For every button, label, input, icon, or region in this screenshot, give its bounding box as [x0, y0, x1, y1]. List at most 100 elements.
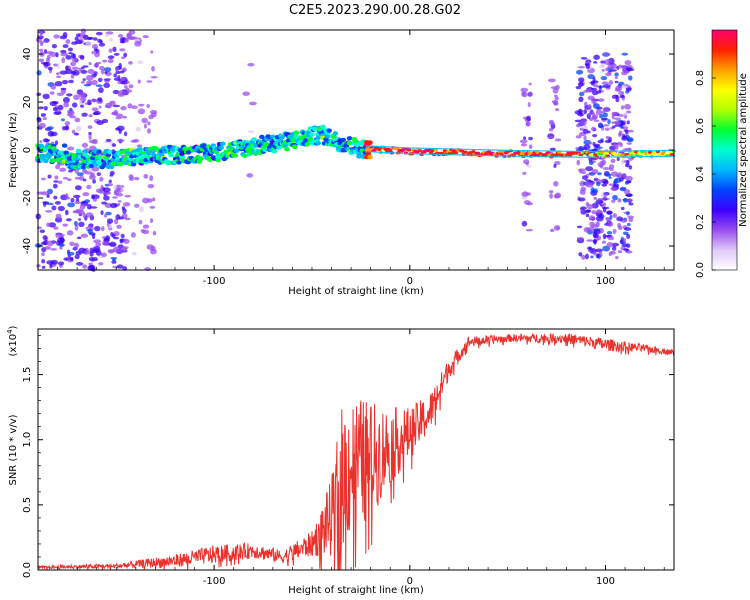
spectrogram-halo-cell	[387, 146, 390, 148]
spectrogram-noise-cell	[82, 178, 87, 182]
spectrogram-noise-cell	[605, 135, 610, 140]
spectrogram-halo-cell	[595, 156, 597, 158]
spectrogram-noise-cell	[80, 69, 88, 74]
spectrogram-halo-cell	[604, 156, 607, 158]
spectrogram-halo-cell	[507, 155, 509, 157]
spectrogram-halo-cell	[638, 156, 640, 158]
spectrogram-noise-cell	[612, 228, 617, 234]
spectrogram-halo-cell	[444, 148, 447, 150]
spectrogram-halo-cell	[401, 146, 404, 149]
spectrogram-noise-cell	[70, 197, 75, 203]
spectrogram-halo-cell	[440, 153, 443, 156]
spectrogram-halo-cell	[550, 150, 552, 152]
spectrogram-noise-cell	[63, 101, 70, 108]
spectrogram-halo-cell	[485, 154, 488, 157]
spectrogram-noise-cell	[55, 233, 63, 239]
spectrogram-noise-cell	[614, 87, 621, 92]
spectrogram-halo-cell	[426, 153, 429, 155]
spectrogram-halo-cell	[419, 147, 421, 149]
spectrogram-halo-cell	[632, 150, 635, 152]
spectrogram-noise-cell	[90, 98, 97, 103]
spectrogram-noise-cell	[54, 80, 63, 87]
colorbar-tick-label: 0.8	[695, 70, 706, 86]
spectrogram-halo-cell	[657, 149, 660, 152]
spectrogram-halo-cell	[489, 149, 492, 151]
spectrogram-noise-cell	[596, 90, 602, 94]
spectrogram-halo-cell	[393, 146, 396, 148]
spectrogram-noise-cell	[605, 217, 610, 220]
spectrogram-noise-cell	[112, 258, 116, 262]
spectrogram-noise-cell	[627, 129, 634, 133]
spectrogram-noise-cell	[626, 233, 631, 239]
spectrogram-noise-cell	[41, 259, 46, 264]
spectrogram-noise-cell	[247, 62, 255, 67]
spectrogram-halo-cell	[591, 150, 594, 153]
spectrogram-noise-cell	[45, 51, 54, 55]
spectrogram-noise-cell	[104, 71, 108, 75]
spectrogram-noise-cell	[124, 194, 131, 198]
spectrogram-noise-cell	[549, 228, 555, 233]
spectrogram-halo-cell	[634, 150, 637, 152]
spectrogram-noise-cell	[82, 264, 88, 269]
spectrogram-noise-cell	[523, 200, 531, 205]
spectrogram-halo-cell	[391, 152, 394, 154]
spectrogram-noise-cell	[600, 60, 606, 64]
spectrogram-noise-cell	[596, 146, 603, 150]
spectrogram-noise-cell	[626, 243, 631, 248]
spectrogram-halo-cell	[555, 150, 558, 152]
spectrogram-noise-cell	[65, 39, 71, 44]
spectrogram-trace-cell	[194, 145, 201, 150]
spectrogram-noise-cell	[103, 67, 112, 73]
spectrogram-noise-cell	[520, 143, 528, 147]
spectrogram-noise-cell	[587, 246, 593, 251]
spectrogram-noise-cell	[137, 108, 146, 115]
spectrogram-halo-cell	[626, 156, 629, 158]
spectrogram-noise-cell	[602, 167, 610, 170]
spectrogram-noise-cell	[41, 191, 50, 196]
spectrogram-halo-cell	[462, 148, 464, 150]
spectrogram-halo-cell	[481, 149, 484, 151]
spectrogram-halo-cell	[475, 148, 478, 151]
spectrogram-halo-cell	[657, 155, 660, 157]
spectrogram-halo-cell	[368, 151, 370, 153]
spectrogram-noise-cell	[618, 90, 625, 96]
spectrogram-noise-cell	[88, 174, 96, 180]
spectrogram-noise-cell	[50, 83, 57, 90]
spectrogram-halo-cell	[403, 147, 406, 149]
spectrogram-noise-cell	[527, 165, 532, 168]
spectrogram-noise-cell	[592, 141, 596, 147]
spectrogram-noise-cell	[583, 90, 588, 93]
spectrogram-halo-cell	[524, 150, 527, 152]
spectrogram-noise-cell	[527, 91, 533, 97]
spectrogram-noise-cell	[602, 180, 609, 185]
spectrogram-noise-cell	[611, 245, 617, 251]
spectrogram-noise-cell	[616, 172, 623, 178]
spectrogram-halo-cell	[636, 156, 639, 158]
spectrogram-trace-cell	[63, 150, 69, 155]
spectrogram-noise-cell	[616, 216, 623, 222]
spectrogram-halo-cell	[420, 147, 423, 149]
spectrogram-noise-cell	[78, 99, 83, 105]
spectrogram-noise-cell	[590, 80, 599, 84]
spectrogram-halo-cell	[616, 150, 619, 152]
spectrogram-halo-cell	[593, 156, 595, 158]
spectrogram-noise-cell	[594, 233, 599, 238]
spectrogram-noise-cell	[84, 199, 91, 204]
spectrogram-noise-cell	[93, 245, 101, 251]
spectrogram-noise-cell	[578, 252, 583, 257]
spectrogram-noise-cell	[577, 168, 586, 172]
spectrogram-noise-cell	[73, 94, 80, 101]
spectrogram-trace-cell	[100, 163, 107, 168]
spectrogram-noise-cell	[115, 70, 121, 75]
spectrogram-halo-cell	[663, 149, 666, 152]
spectrogram-noise-cell	[615, 94, 619, 99]
spectrogram-halo-cell	[438, 153, 441, 156]
spectrogram-halo-cell	[526, 155, 529, 158]
spectrogram-trace-cell	[406, 148, 412, 152]
spectrogram-halo-cell	[534, 155, 537, 158]
spectrogram-noise-cell	[107, 183, 114, 187]
spectrogram-noise-cell	[91, 194, 95, 200]
spectrogram-halo-cell	[489, 155, 492, 157]
spectrogram-halo-cell	[622, 156, 625, 158]
spectrogram-noise-cell	[614, 255, 619, 260]
